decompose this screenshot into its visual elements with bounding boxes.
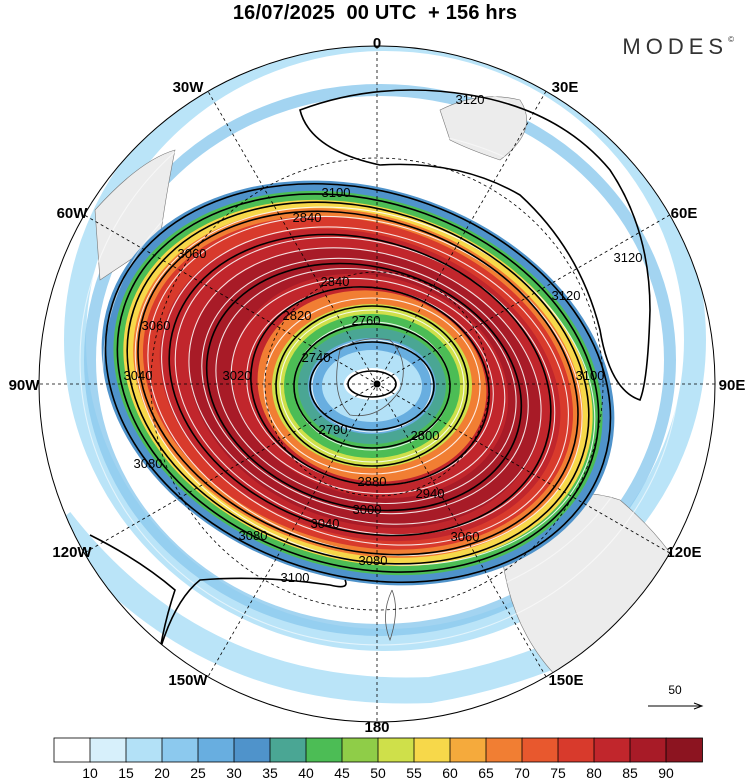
longitude-labels: 0 30E 60E 90E 120E 150E 180 150W 120W 90W 60W 30W bbox=[9, 35, 746, 736]
contour-labels: 3120 3120 3120 3100 3100 3100 3080 3080 3080 3060… bbox=[124, 92, 643, 585]
colorbar-swatch bbox=[305, 737, 343, 763]
contour-label: 3060 bbox=[142, 318, 171, 333]
colorbar-swatch bbox=[233, 737, 271, 763]
colorbar-swatch bbox=[557, 737, 595, 763]
longitude-label: 120W bbox=[52, 544, 92, 561]
contour-label: 2840 bbox=[321, 274, 350, 289]
colorbar-swatch bbox=[593, 737, 631, 763]
contour-label: 3020 bbox=[223, 368, 252, 383]
colorbar-tick-label: 25 bbox=[190, 765, 206, 781]
south-america-land bbox=[94, 149, 176, 281]
contour-label: 2790 bbox=[319, 422, 348, 437]
longitude-label: 60E bbox=[671, 205, 698, 222]
contour-label: 3060 bbox=[451, 529, 480, 544]
colorbar-swatch bbox=[521, 737, 559, 763]
colorbar-swatch bbox=[53, 737, 91, 763]
colorbar-tick-label: 70 bbox=[514, 765, 530, 781]
contour-label: 3000 bbox=[353, 502, 382, 517]
height-contours bbox=[89, 89, 651, 651]
contour-label: 3080 bbox=[134, 456, 163, 471]
colorbar-tick-label: 80 bbox=[586, 765, 602, 781]
colorbar-tick-label: 55 bbox=[406, 765, 422, 781]
colorbar-tick-label: 30 bbox=[226, 765, 242, 781]
colorbar-tick-label: 40 bbox=[298, 765, 314, 781]
contour-label: 2940 bbox=[416, 486, 445, 501]
reference-vector-label: 50 bbox=[668, 683, 682, 697]
map-border bbox=[38, 45, 716, 723]
colorbar-swatch bbox=[161, 737, 199, 763]
contour-label: 2760 bbox=[352, 313, 381, 328]
contour-label: 2840 bbox=[293, 210, 322, 225]
colorbar-swatch bbox=[197, 737, 235, 763]
longitude-label: 150E bbox=[548, 672, 583, 689]
contour-label: 3100 bbox=[281, 570, 310, 585]
colorbar-swatch bbox=[269, 737, 307, 763]
contour-label: 3080 bbox=[239, 528, 268, 543]
contour-label: 3080 bbox=[359, 553, 388, 568]
contour-label: 3040 bbox=[311, 516, 340, 531]
longitude-label: 60W bbox=[57, 205, 89, 222]
colorbar-swatch bbox=[89, 737, 127, 763]
contour-label: 3120 bbox=[614, 250, 643, 265]
colorbar-tick-label: 65 bbox=[478, 765, 494, 781]
colorbar-tick-label: 75 bbox=[550, 765, 566, 781]
contour-label: 3120 bbox=[456, 92, 485, 107]
reference-vector: 50 bbox=[648, 683, 704, 710]
colorbar-tick-label: 85 bbox=[622, 765, 638, 781]
colorbar-tick-label: 10 bbox=[82, 765, 98, 781]
colorbar-tick-label: 20 bbox=[154, 765, 170, 781]
modes-logo: MODES© bbox=[622, 34, 734, 59]
contour-label: 2880 bbox=[358, 474, 387, 489]
meridian-lines bbox=[39, 46, 715, 722]
colorbar-tick-label: 90 bbox=[658, 765, 674, 781]
contour-label: 2820 bbox=[283, 308, 312, 323]
longitude-label: 0 bbox=[373, 35, 381, 52]
colorbar-swatch bbox=[125, 737, 163, 763]
colorbar-swatch bbox=[665, 737, 703, 763]
meridian-line bbox=[207, 91, 547, 677]
longitude-label: 90E bbox=[719, 377, 746, 394]
colorbar-swatch bbox=[485, 737, 523, 763]
colorbar-tick-label: 35 bbox=[262, 765, 278, 781]
africa-land bbox=[439, 96, 527, 161]
colorbar-swatch bbox=[413, 737, 451, 763]
colorbar-swatch bbox=[449, 737, 487, 763]
contour-label: 3040 bbox=[124, 368, 153, 383]
colorbar-tick-label: 45 bbox=[334, 765, 350, 781]
colorbar-swatch bbox=[629, 737, 667, 763]
colorbar-swatch bbox=[377, 737, 415, 763]
contour-label: 3100 bbox=[322, 185, 351, 200]
colorbar-tick-label: 50 bbox=[370, 765, 386, 781]
contour-label: 3100 bbox=[576, 368, 605, 383]
map-title: 16/07/2025 00 UTC + 156 hrs bbox=[232, 2, 518, 24]
longitude-label: 90W bbox=[9, 377, 41, 394]
longitude-label: 150W bbox=[168, 672, 208, 689]
colorbar: 10 15 20 25 30 35 40 45 50 55 60 65 70 75 80 85 90 bbox=[53, 737, 703, 781]
longitude-label: 30W bbox=[173, 79, 205, 96]
contour-label: 2800 bbox=[411, 428, 440, 443]
contour-label: 2740 bbox=[302, 350, 331, 365]
longitude-label: 120E bbox=[666, 544, 701, 561]
coastlines bbox=[336, 338, 404, 642]
longitude-label: 30E bbox=[552, 79, 579, 96]
colorbar-tick-label: 60 bbox=[442, 765, 458, 781]
longitude-label: 180 bbox=[364, 719, 389, 736]
colorbar-swatch bbox=[341, 737, 379, 763]
colorbar-tick-label: 15 bbox=[118, 765, 134, 781]
contour-label: 3060 bbox=[178, 246, 207, 261]
contour-label: 3120 bbox=[552, 288, 581, 303]
wind-speed-field bbox=[39, 46, 715, 722]
